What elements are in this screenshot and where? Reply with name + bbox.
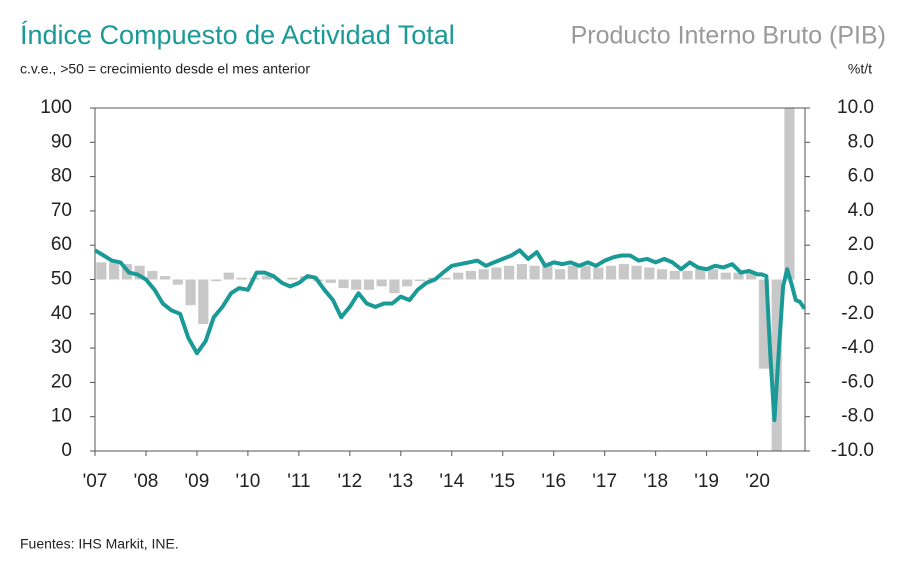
bar: [223, 272, 234, 280]
y2-tick-label: -4.0: [841, 337, 874, 358]
bar: [414, 279, 426, 282]
bar: [236, 277, 247, 280]
bar: [389, 279, 400, 294]
bar: [159, 276, 171, 280]
y2-axis-label: %t/t: [848, 61, 872, 77]
y2-tick-label: 0.0: [848, 269, 874, 290]
y-tick-label: 30: [51, 337, 72, 358]
y2-tick-label: -10.0: [831, 440, 874, 461]
bar: [287, 277, 298, 280]
line: [93, 248, 807, 423]
chart-title-right: Producto Interno Bruto (PIB): [571, 22, 886, 50]
line-group: [93, 248, 807, 423]
x-tick-label: '12: [337, 471, 362, 492]
bar: [784, 108, 795, 280]
y2-tick-label: 8.0: [848, 131, 874, 152]
bar: [542, 264, 553, 280]
x-tick-label: '07: [83, 471, 108, 492]
y-tick-label: 100: [40, 97, 72, 118]
y-tick-label: 40: [51, 303, 72, 324]
bar: [529, 265, 540, 280]
x-tick-label: '17: [592, 471, 617, 492]
y-tick-label: 90: [51, 131, 72, 152]
y2-tick-label: -8.0: [841, 406, 874, 427]
y2-tick-label: 10.0: [837, 97, 874, 118]
bar: [134, 265, 145, 280]
x-tick-label: '11: [287, 471, 310, 492]
y-tick-label: 60: [51, 234, 72, 255]
bar: [580, 265, 591, 280]
bar: [147, 270, 158, 280]
x-tick-label: '16: [541, 471, 566, 492]
bar: [554, 269, 566, 280]
y2-tick-label: 6.0: [848, 166, 874, 187]
y-tick-label: 50: [51, 269, 72, 290]
y-tick-label: 20: [51, 371, 72, 392]
bar: [453, 272, 464, 280]
bar: [325, 279, 336, 283]
y2-tick-label: -2.0: [841, 303, 874, 324]
x-tick-label: '09: [185, 471, 210, 492]
bar: [669, 270, 680, 280]
bar: [261, 276, 273, 280]
bar: [478, 269, 489, 280]
bar: [593, 267, 604, 280]
bar: [567, 265, 578, 280]
y2-tick-label: 2.0: [848, 234, 874, 255]
bar: [465, 270, 476, 280]
bar: [656, 269, 668, 280]
bar: [185, 279, 196, 306]
bar: [695, 269, 706, 280]
bar: [440, 277, 451, 280]
bar: [733, 272, 744, 280]
y2-tick-label: 4.0: [848, 200, 874, 221]
x-tick-label: '20: [745, 471, 770, 492]
bar: [720, 272, 731, 280]
bar: [682, 270, 693, 280]
bar: [644, 267, 655, 280]
bar: [618, 264, 629, 280]
bar: [605, 265, 617, 280]
x-tick-label: '19: [694, 471, 719, 492]
bar: [351, 279, 362, 290]
bar: [631, 265, 642, 280]
bar: [172, 279, 183, 285]
bar: [746, 272, 757, 280]
bar: [96, 262, 107, 280]
x-tick-label: '10: [236, 471, 261, 492]
y2-tick-label: -6.0: [841, 371, 874, 392]
bar: [758, 279, 770, 369]
x-tick-label: '15: [490, 471, 515, 492]
chart-title: Índice Compuesto de Actividad Total: [20, 20, 455, 50]
bar: [109, 262, 120, 280]
bar: [338, 279, 349, 289]
bar: [210, 279, 222, 282]
x-tick-label: '08: [134, 471, 159, 492]
subtitle: c.v.e., >50 = crecimiento desde el mes a…: [20, 61, 310, 77]
bar: [402, 279, 413, 287]
x-tick-label: '14: [439, 471, 464, 492]
y-tick-label: 80: [51, 166, 72, 187]
bar: [504, 265, 515, 280]
bar: [516, 264, 527, 280]
x-tick-label: '13: [388, 471, 413, 492]
y-tick-label: 10: [51, 406, 72, 427]
bar: [363, 279, 375, 290]
source-note: Fuentes: IHS Markit, INE.: [20, 536, 179, 552]
bar: [707, 269, 719, 280]
x-tick-label: '18: [643, 471, 668, 492]
bar: [198, 279, 209, 325]
bar: [376, 279, 387, 287]
y-tick-label: 0: [61, 440, 72, 461]
y-tick-label: 70: [51, 200, 72, 221]
bar: [491, 267, 502, 280]
